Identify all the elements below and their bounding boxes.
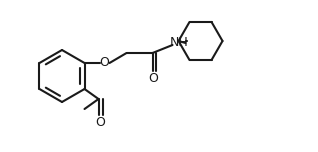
Text: O: O [149, 71, 158, 85]
Text: NH: NH [170, 36, 189, 50]
Text: O: O [100, 57, 109, 69]
Text: O: O [96, 116, 106, 128]
